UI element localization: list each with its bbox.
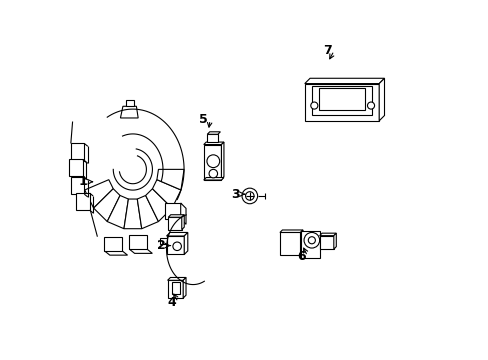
Polygon shape (123, 199, 142, 229)
Polygon shape (145, 189, 172, 221)
Bar (301, 231, 319, 258)
Polygon shape (207, 132, 220, 134)
Polygon shape (137, 195, 158, 229)
Polygon shape (166, 233, 187, 236)
Bar (167, 280, 183, 298)
Polygon shape (300, 230, 303, 256)
Polygon shape (181, 203, 185, 224)
Bar (125, 100, 133, 106)
Text: 4: 4 (167, 296, 176, 309)
Polygon shape (71, 144, 84, 161)
Text: 3: 3 (231, 188, 240, 201)
Polygon shape (378, 78, 384, 121)
Polygon shape (168, 215, 184, 217)
Bar (304, 84, 378, 121)
Bar (279, 233, 300, 256)
Polygon shape (167, 278, 185, 280)
Polygon shape (71, 177, 84, 194)
Circle shape (173, 242, 181, 251)
Polygon shape (152, 180, 181, 208)
Polygon shape (69, 159, 82, 176)
Text: 6: 6 (296, 250, 305, 263)
Circle shape (242, 188, 257, 204)
Polygon shape (304, 78, 384, 84)
Bar (166, 236, 184, 255)
Text: 2: 2 (157, 239, 165, 252)
Bar (319, 236, 333, 249)
Polygon shape (120, 106, 138, 118)
Polygon shape (76, 193, 89, 210)
Bar (160, 238, 166, 244)
Polygon shape (104, 251, 127, 255)
Polygon shape (107, 195, 128, 229)
Polygon shape (129, 235, 147, 249)
Bar (168, 217, 182, 230)
Text: 7: 7 (323, 44, 331, 57)
Polygon shape (129, 249, 152, 253)
Polygon shape (221, 142, 224, 180)
Text: 1: 1 (79, 175, 87, 188)
Polygon shape (157, 169, 183, 190)
Polygon shape (93, 189, 120, 221)
Polygon shape (182, 215, 184, 230)
Circle shape (209, 169, 217, 178)
Polygon shape (203, 142, 224, 145)
Circle shape (310, 102, 317, 109)
Bar (171, 283, 179, 294)
Polygon shape (164, 203, 181, 219)
Polygon shape (333, 233, 336, 249)
Bar (203, 145, 221, 180)
Polygon shape (279, 230, 303, 233)
Circle shape (304, 233, 319, 248)
Circle shape (245, 192, 254, 200)
Circle shape (206, 155, 219, 168)
Polygon shape (84, 180, 113, 208)
Polygon shape (104, 237, 122, 251)
Polygon shape (319, 233, 336, 236)
Text: 5: 5 (199, 113, 208, 126)
Polygon shape (203, 177, 224, 180)
Bar (311, 86, 371, 115)
Circle shape (367, 102, 374, 109)
Bar (207, 134, 218, 142)
Polygon shape (184, 233, 187, 255)
Bar (318, 88, 364, 110)
Polygon shape (183, 278, 185, 298)
Circle shape (307, 237, 315, 244)
